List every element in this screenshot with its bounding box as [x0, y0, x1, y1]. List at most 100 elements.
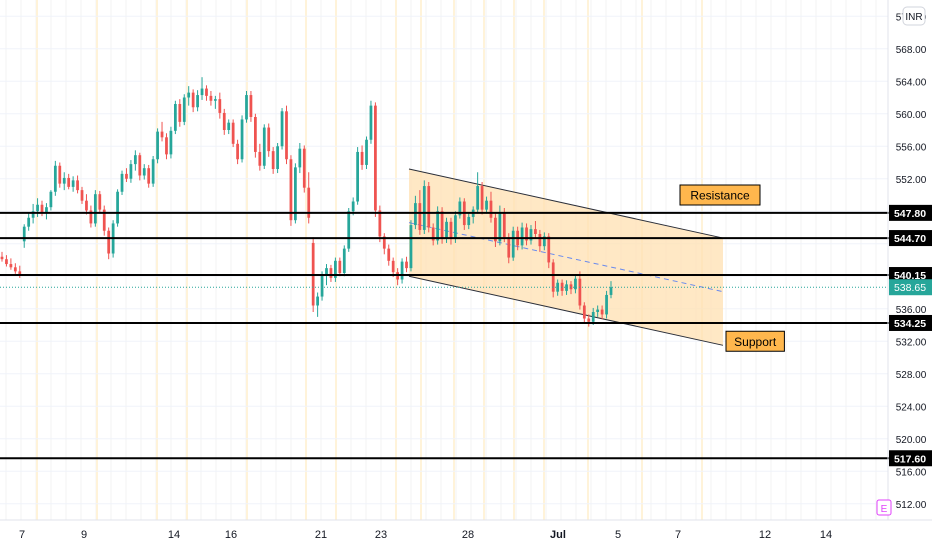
candle [227, 119, 231, 135]
time-axis[interactable]: 7 9 14 16 21 23 28 Jul 5 7 12 14 [0, 519, 932, 541]
candle [76, 175, 79, 194]
annotation-resistance[interactable]: Resistance [679, 184, 761, 206]
candle [196, 90, 199, 112]
channel-lower-line[interactable] [408, 275, 724, 346]
candle [467, 212, 471, 230]
y-tick-label: 512.00 [896, 500, 927, 511]
annotation-support[interactable]: Support [725, 330, 785, 352]
y-tick-label: 556.00 [896, 142, 927, 153]
y-tick-label: 532.00 [896, 337, 927, 348]
candle [285, 105, 288, 165]
candle [218, 92, 222, 119]
candle [133, 150, 137, 171]
candle [5, 255, 8, 267]
candle [245, 91, 248, 123]
currency-badge[interactable]: INR [902, 6, 926, 26]
candle [262, 124, 266, 169]
candle [102, 205, 106, 236]
candle [289, 155, 293, 226]
price-axis[interactable]: 512.00 516.00 520.00 524.00 528.00 532.00 536.… [887, 0, 932, 520]
candle [9, 258, 13, 270]
candle [494, 213, 497, 247]
candle [556, 279, 560, 296]
x-tick-label: 23 [375, 529, 387, 541]
candle [360, 145, 364, 170]
candle [320, 271, 324, 301]
currency-label: INR [905, 12, 922, 23]
level-label[interactable]: 544.70 [889, 230, 932, 247]
candle [0, 251, 4, 262]
x-tick-label: 21 [315, 529, 327, 541]
x-tick-label: 12 [759, 529, 771, 541]
candle [116, 189, 119, 227]
candle [80, 186, 84, 204]
level-label[interactable]: 517.60 [889, 450, 932, 467]
candle [276, 143, 279, 174]
y-tick-label: 520.00 [896, 435, 927, 446]
candle [587, 314, 591, 327]
candle [213, 95, 217, 109]
candle [129, 160, 133, 183]
candle [609, 281, 613, 299]
level-label[interactable]: 547.80 [889, 204, 932, 221]
candle [520, 222, 524, 250]
candle [125, 168, 128, 182]
candle [489, 191, 493, 223]
annotation-text: Resistance [690, 189, 750, 203]
candle [374, 102, 377, 217]
candle [405, 256, 408, 273]
candle [422, 180, 426, 234]
candle [596, 305, 600, 317]
x-tick-label: 14 [820, 529, 832, 541]
candle [138, 152, 142, 181]
candle [356, 147, 359, 205]
candle [187, 86, 191, 106]
level-label[interactable]: 534.25 [889, 314, 932, 331]
candle [147, 164, 151, 188]
candle [89, 205, 93, 228]
candle [600, 305, 604, 320]
candle [565, 280, 568, 295]
candle [307, 172, 311, 224]
candle [400, 258, 404, 284]
x-tick-label: 28 [462, 529, 474, 541]
candle [160, 121, 164, 142]
level-label[interactable]: 540.15 [889, 267, 932, 284]
candle [205, 85, 208, 101]
horizontal-levels[interactable]: 547.80 544.70 540.15 534.25 517.60 [0, 204, 932, 467]
candle [165, 133, 168, 160]
candle [578, 271, 582, 310]
candle [13, 263, 17, 274]
candle [334, 257, 337, 282]
y-tick-label: 564.00 [896, 77, 927, 88]
candle [222, 108, 226, 135]
candle [369, 100, 373, 144]
candle [85, 194, 88, 215]
y-tick-label: 552.00 [896, 175, 927, 186]
channel-upper-line[interactable] [408, 168, 724, 239]
candle [338, 257, 342, 277]
candle [409, 220, 413, 272]
y-tick-label: 524.00 [896, 402, 927, 413]
candle [156, 128, 159, 164]
candle [534, 221, 537, 239]
earnings-marker-icon[interactable]: E [876, 499, 892, 516]
candle [391, 257, 395, 278]
level-value: 517.60 [894, 453, 926, 465]
annotations[interactable]: Resistance Support [679, 184, 785, 352]
x-tick-label: 7 [675, 529, 681, 541]
candle [485, 196, 488, 214]
candle [93, 190, 97, 227]
candle [476, 172, 480, 214]
candle [551, 259, 555, 298]
candle [529, 225, 533, 245]
last-price-label[interactable]: 538.65 [889, 279, 932, 296]
candle [431, 223, 435, 246]
x-tick-label: 9 [81, 529, 87, 541]
candle [151, 156, 155, 187]
candle [231, 119, 235, 148]
candle [387, 244, 391, 266]
x-tick-label: 5 [615, 529, 621, 541]
